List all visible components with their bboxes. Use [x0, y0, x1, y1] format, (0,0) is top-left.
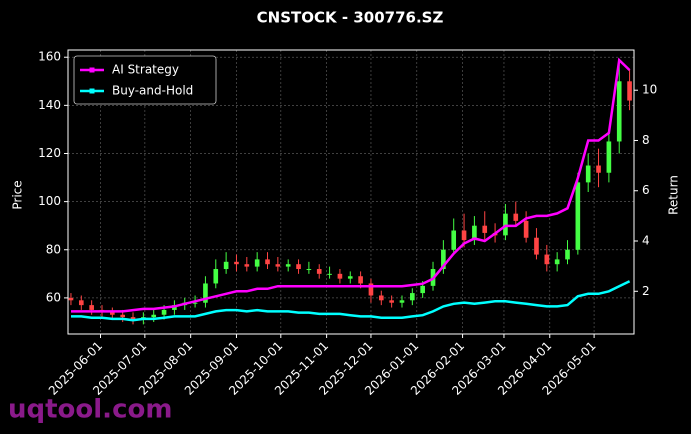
candle-body [244, 264, 250, 267]
candle-body [327, 273, 332, 275]
y2-tick-label: 10 [642, 83, 657, 97]
candle-body [275, 264, 281, 267]
line-series [71, 280, 631, 322]
candle-body [285, 264, 291, 267]
y2-tick-label: 4 [642, 234, 650, 248]
candle-body [399, 300, 405, 303]
y2-tick-label: 2 [642, 284, 650, 298]
candle-body [78, 300, 84, 306]
candle-body [378, 295, 384, 301]
candle-body [254, 259, 260, 267]
candle-body [461, 230, 467, 241]
candle-body [265, 259, 270, 265]
candle-body [296, 264, 301, 270]
candle-body [606, 141, 612, 173]
y-tick-label: 100 [38, 194, 61, 208]
y2-axis-label: Return [667, 175, 681, 215]
candle-body [616, 81, 622, 142]
legend-marker [89, 88, 95, 94]
candle-body [161, 309, 167, 315]
candle-body [482, 225, 488, 233]
candle-body [420, 285, 425, 294]
candle-body [68, 297, 74, 301]
candle-body [513, 213, 519, 221]
legend-box [73, 55, 217, 105]
legend-label: Buy-and-Hold [112, 84, 193, 98]
candle-body [234, 261, 239, 265]
candle-body [523, 220, 529, 238]
candle-body [472, 225, 477, 241]
legend-marker [89, 67, 95, 73]
line-series [71, 57, 631, 313]
candle-body [389, 300, 394, 303]
y-tick-label: 140 [38, 98, 61, 112]
candle-body [575, 182, 581, 250]
candle-body [192, 302, 198, 304]
candle-body [316, 269, 322, 274]
candle-body [585, 165, 591, 183]
candle-body [203, 283, 208, 303]
candle-body [596, 165, 601, 173]
y-axis-label: Price [11, 180, 25, 209]
candle-body [130, 317, 136, 320]
candle-body [503, 213, 508, 236]
candle-body [534, 237, 539, 255]
candle-body [368, 283, 374, 296]
candle-body [565, 249, 570, 260]
plot-frame [67, 49, 635, 335]
y2-tick-label: 6 [642, 183, 650, 197]
candle-body [223, 261, 229, 270]
candle-body [89, 305, 94, 310]
legend-label: AI Strategy [112, 63, 179, 77]
candle-body [627, 81, 632, 101]
y-tick-label: 120 [38, 146, 61, 160]
chart-title: CNSTOCK - 300776.SZ [257, 9, 444, 27]
candle-body [337, 273, 343, 279]
y-tick-label: 80 [46, 242, 61, 256]
y-tick-label: 60 [46, 290, 61, 304]
candle-body [151, 314, 157, 318]
candle-body [120, 314, 125, 318]
candle-body [110, 312, 115, 315]
candle-body [441, 249, 446, 270]
y-tick-label: 160 [38, 50, 61, 64]
candle-body [358, 276, 363, 284]
watermark: uqtool.com [8, 395, 172, 425]
legend: AI Strategy Buy-and-Hold [73, 55, 217, 105]
candle-body [554, 259, 560, 265]
candle-body [347, 276, 353, 279]
candle-body [213, 269, 219, 284]
y2-tick-label: 8 [642, 133, 650, 147]
candle-body [410, 293, 415, 301]
candle-body [306, 269, 312, 271]
candle-body [544, 254, 550, 265]
candle-body [451, 230, 457, 250]
